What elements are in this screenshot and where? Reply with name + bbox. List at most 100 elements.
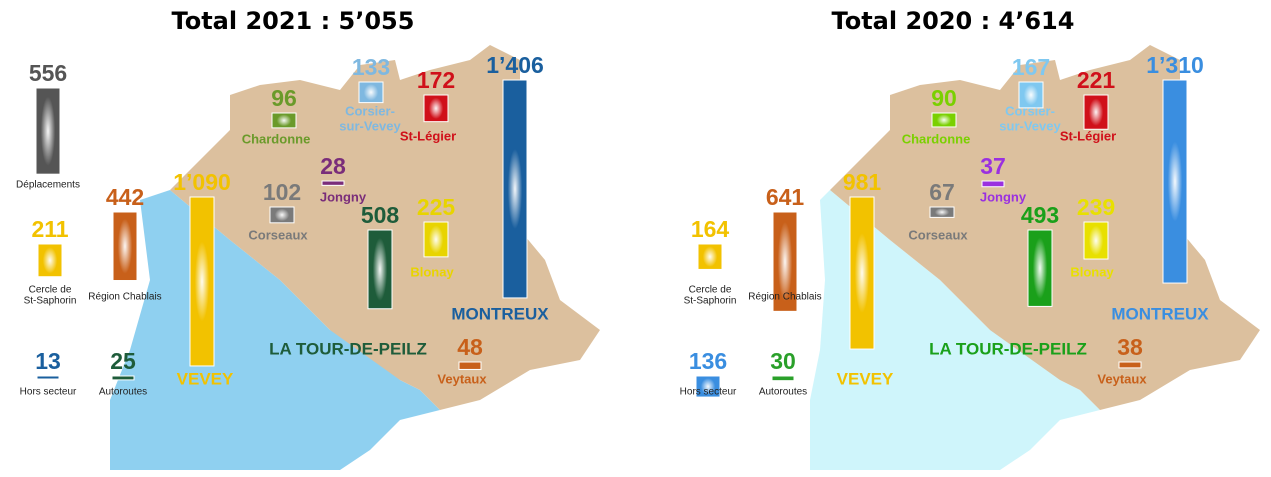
value-label: 225 bbox=[417, 194, 456, 220]
bar-glow bbox=[274, 208, 290, 222]
place-name: Autoroutes bbox=[99, 387, 147, 398]
bar-glow bbox=[777, 221, 793, 302]
place-name: LA TOUR-DE-PEILZ bbox=[269, 339, 427, 358]
place-name: Chardonne bbox=[902, 131, 971, 146]
value-label: 1’406 bbox=[486, 52, 544, 78]
panel: Total 2020 : 4’614 164 Cercle deSt-Saphori… bbox=[680, 7, 1210, 398]
value-label: 556 bbox=[29, 60, 67, 86]
panel: Total 2021 : 5’055 556 Déplacements 211 Cerc… bbox=[16, 7, 549, 398]
panel-title: Total 2020 : 4’614 bbox=[832, 7, 1075, 35]
map-2020 bbox=[810, 45, 1260, 470]
bar-glow bbox=[117, 218, 133, 274]
place-name: Cercle de bbox=[689, 285, 732, 296]
place-name: Corseaux bbox=[908, 227, 968, 242]
bar bbox=[1118, 361, 1142, 369]
place-name: St-Saphorin bbox=[24, 296, 77, 307]
place-name: sur-Vevey bbox=[999, 118, 1061, 133]
place-name: Blonay bbox=[410, 264, 454, 279]
place-name: Cercle de bbox=[29, 285, 72, 296]
panel-title: Total 2021 : 5’055 bbox=[172, 7, 415, 35]
lake bbox=[810, 190, 1100, 470]
bar-glow bbox=[276, 114, 292, 127]
place-name: Chardonne bbox=[242, 131, 311, 146]
place-name: St-Légier bbox=[1060, 128, 1116, 143]
place-name: sur-Vevey bbox=[339, 118, 401, 133]
value-label: 25 bbox=[110, 348, 136, 374]
value-label: 493 bbox=[1021, 202, 1059, 228]
bar-glow bbox=[507, 148, 523, 229]
place-name: Région Chablais bbox=[748, 292, 821, 303]
value-label: 30 bbox=[770, 348, 796, 374]
place-name: Corseaux bbox=[248, 227, 308, 242]
bar-glow bbox=[40, 96, 56, 166]
place-name: Veytaux bbox=[1097, 371, 1147, 386]
bar-glow bbox=[363, 84, 379, 101]
place-name: VEVEY bbox=[837, 369, 894, 388]
bar-glow bbox=[1167, 141, 1183, 222]
place-name: Hors secteur bbox=[680, 387, 737, 398]
value-label: 221 bbox=[1077, 67, 1116, 93]
place-name: VEVEY bbox=[177, 369, 234, 388]
bar bbox=[321, 180, 345, 186]
value-label: 167 bbox=[1012, 54, 1050, 80]
place-name: Déplacements bbox=[16, 180, 80, 191]
place-name: Corsier- bbox=[1005, 103, 1055, 118]
value-label: 102 bbox=[263, 179, 301, 205]
value-label: 13 bbox=[35, 348, 61, 374]
place-name: Jongny bbox=[320, 189, 367, 204]
place-name: St-Légier bbox=[400, 128, 456, 143]
place-name: LA TOUR-DE-PEILZ bbox=[929, 339, 1087, 358]
bar bbox=[981, 180, 1005, 188]
value-label: 90 bbox=[931, 85, 957, 111]
bar-glow bbox=[854, 233, 870, 314]
bar-glow bbox=[934, 208, 950, 217]
bar-glow bbox=[700, 378, 716, 395]
bar-glow bbox=[936, 114, 952, 126]
value-label: 442 bbox=[106, 184, 144, 210]
land bbox=[170, 45, 600, 410]
bar bbox=[458, 361, 482, 370]
bar-glow bbox=[1023, 84, 1039, 106]
value-label: 164 bbox=[691, 216, 730, 242]
bar-glow bbox=[194, 241, 210, 322]
value-label: 38 bbox=[1117, 334, 1143, 360]
place-name: MONTREUX bbox=[1111, 304, 1209, 323]
value-label: 28 bbox=[320, 153, 346, 179]
value-label: 37 bbox=[980, 153, 1006, 179]
value-label: 67 bbox=[929, 179, 955, 205]
bar-glow bbox=[1088, 98, 1104, 126]
bar-glow bbox=[702, 246, 718, 267]
place-name: Veytaux bbox=[437, 371, 487, 386]
value-label: 136 bbox=[689, 348, 727, 374]
value-label: 239 bbox=[1077, 194, 1115, 220]
bar-glow bbox=[1032, 237, 1048, 299]
value-label: 48 bbox=[457, 334, 483, 360]
place-name: Hors secteur bbox=[20, 387, 77, 398]
value-label: 1’090 bbox=[173, 169, 231, 195]
place-name: St-Saphorin bbox=[684, 296, 737, 307]
place-name: Corsier- bbox=[345, 103, 395, 118]
value-label: 96 bbox=[271, 85, 297, 111]
value-label: 133 bbox=[352, 54, 390, 80]
land bbox=[830, 45, 1260, 410]
bar-glow bbox=[428, 225, 444, 254]
place-name: Blonay bbox=[1070, 264, 1114, 279]
bar-glow bbox=[1088, 225, 1104, 256]
bar bbox=[36, 375, 60, 380]
value-label: 508 bbox=[361, 202, 400, 228]
value-label: 1’310 bbox=[1146, 52, 1204, 78]
value-label: 981 bbox=[843, 169, 882, 195]
place-name: Région Chablais bbox=[88, 292, 161, 303]
bar-glow bbox=[42, 247, 58, 274]
bar-glow bbox=[428, 97, 444, 119]
value-label: 211 bbox=[31, 216, 68, 242]
bar-glow bbox=[372, 237, 388, 301]
bar bbox=[771, 375, 795, 382]
bar bbox=[111, 375, 135, 381]
place-name: MONTREUX bbox=[451, 304, 549, 323]
value-label: 641 bbox=[766, 184, 805, 210]
place-name: Jongny bbox=[980, 189, 1027, 204]
place-name: Autoroutes bbox=[759, 387, 807, 398]
value-label: 172 bbox=[417, 67, 455, 93]
